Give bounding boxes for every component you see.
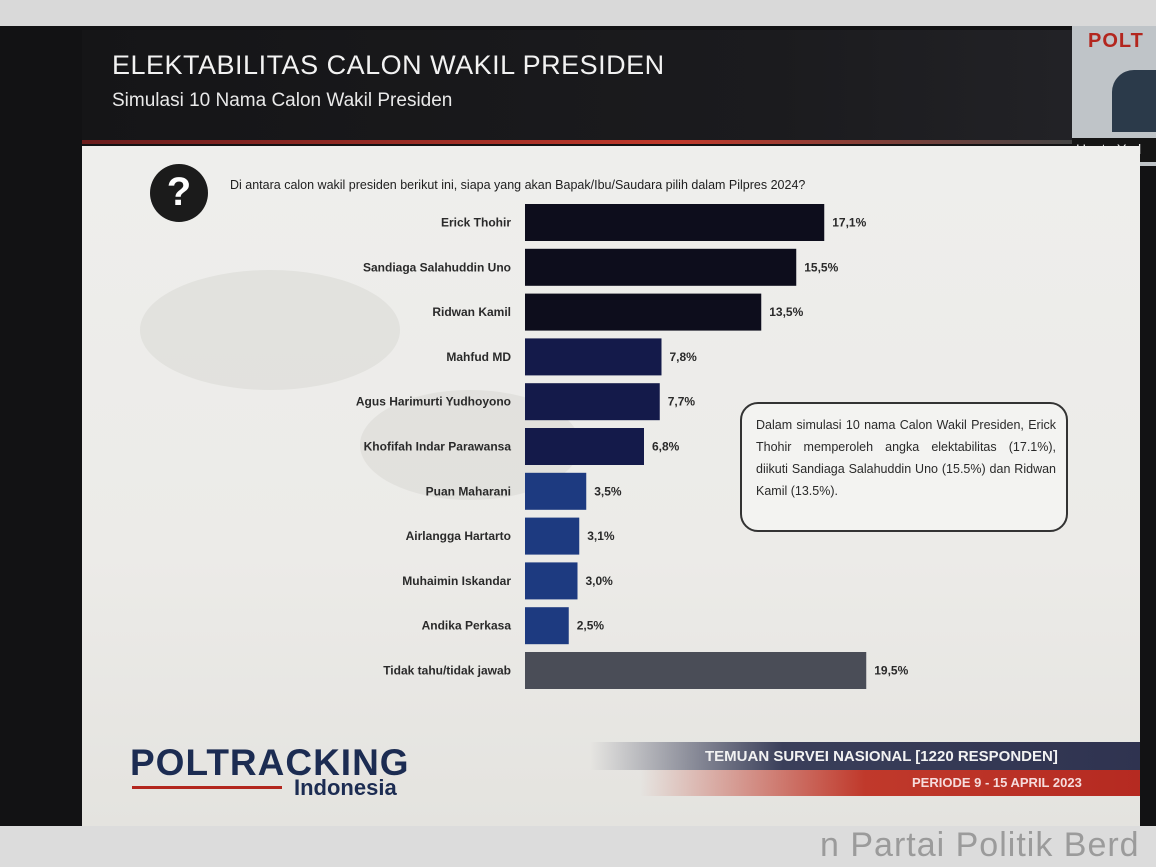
page-subtitle: Simulasi 10 Nama Calon Wakil Presiden	[112, 90, 453, 111]
bar-3	[525, 338, 662, 376]
bar-2	[525, 293, 762, 331]
map-watermark	[140, 270, 400, 390]
header-accent-line	[82, 140, 1072, 144]
value-label-0: 17,1%	[832, 216, 866, 230]
value-label-2: 13,5%	[769, 305, 803, 319]
value-label-6: 3,5%	[594, 484, 622, 498]
summary-callout-text: Dalam simulasi 10 nama Calon Wakil Presi…	[756, 418, 1056, 498]
question-mark-glyph: ?	[166, 170, 192, 214]
survey-banner-text: TEMUAN SURVEI NASIONAL [1220 RESPONDEN]	[705, 748, 1058, 765]
value-label-10: 19,5%	[874, 664, 908, 678]
value-label-4: 7,7%	[668, 395, 696, 409]
category-label-9: Andika Perkasa	[422, 619, 512, 633]
category-label-6: Puan Maharani	[426, 484, 511, 498]
category-label-7: Airlangga Hartarto	[406, 529, 511, 543]
logo-underline	[132, 786, 282, 789]
bar-7	[525, 517, 580, 555]
value-label-7: 3,1%	[587, 529, 615, 543]
value-label-9: 2,5%	[577, 619, 605, 633]
bottom-strip	[0, 826, 1156, 867]
bar-10	[525, 652, 867, 689]
period-banner	[640, 770, 1140, 796]
survey-question: Di antara calon wakil presiden berikut i…	[230, 178, 806, 192]
category-label-3: Mahfud MD	[446, 350, 511, 364]
bar-9	[525, 607, 569, 645]
category-label-0: Erick Thohir	[441, 216, 511, 230]
video-logo-text: POLT	[1088, 30, 1144, 52]
value-label-5: 6,8%	[652, 440, 680, 454]
value-label-8: 3,0%	[586, 574, 614, 588]
summary-callout	[740, 402, 1068, 532]
category-label-8: Muhaimin Iskandar	[402, 574, 511, 588]
question-mark-icon	[150, 164, 208, 222]
poltracking-logo-sub: Indonesia	[294, 775, 397, 800]
bar-6	[525, 472, 587, 510]
bar-0	[525, 204, 825, 241]
category-label-5: Khofifah Indar Parawansa	[364, 440, 512, 454]
category-label-1: Sandiaga Salahuddin Uno	[363, 260, 511, 274]
category-label-10: Tidak tahu/tidak jawab	[383, 664, 511, 678]
slide-header	[82, 30, 1072, 142]
bar-1	[525, 248, 797, 286]
bar-4	[525, 383, 660, 421]
next-slide-text: n Partai Politik Berd	[820, 826, 1140, 864]
category-label-4: Agus Harimurti Yudhoyono	[356, 395, 511, 409]
speaker-figure	[1112, 70, 1156, 132]
value-label-3: 7,8%	[670, 350, 698, 364]
survey-banner	[590, 742, 1140, 770]
poltracking-logo: POLTRACKING	[130, 742, 410, 783]
value-label-1: 15,5%	[804, 260, 838, 274]
category-label-2: Ridwan Kamil	[432, 305, 511, 319]
bar-8	[525, 562, 578, 600]
page-title: ELEKTABILITAS CALON WAKIL PRESIDEN	[112, 50, 665, 80]
bar-5	[525, 428, 644, 465]
survey-period-text: PERIODE 9 - 15 APRIL 2023	[912, 775, 1082, 790]
